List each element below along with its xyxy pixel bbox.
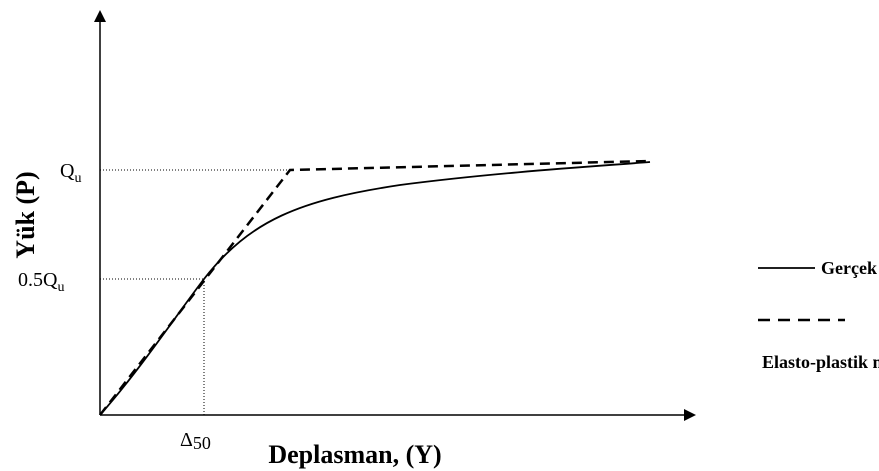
x-axis-label: Deplasman, (Y): [268, 440, 441, 469]
delta-main: Δ: [180, 429, 193, 451]
legend-label: Elasto-plastik model: [762, 352, 879, 372]
delta-sub: 50: [193, 433, 211, 453]
legend-label: Gerçek Davranış: [821, 258, 879, 278]
qu-label: Qu: [60, 160, 81, 186]
qu-main: Q: [60, 160, 75, 182]
delta50-label: Δ50: [180, 429, 211, 453]
half-qu-sub: u: [57, 280, 64, 295]
qu-sub: u: [74, 171, 81, 186]
half-qu-label: 0.5Qu: [18, 269, 64, 295]
half-qu-main: 0.5Q: [18, 269, 58, 291]
y-axis-label: Yük (P): [11, 171, 40, 258]
actual-curve: [99, 161, 651, 416]
elasto-plastic-curve: [99, 159, 651, 416]
